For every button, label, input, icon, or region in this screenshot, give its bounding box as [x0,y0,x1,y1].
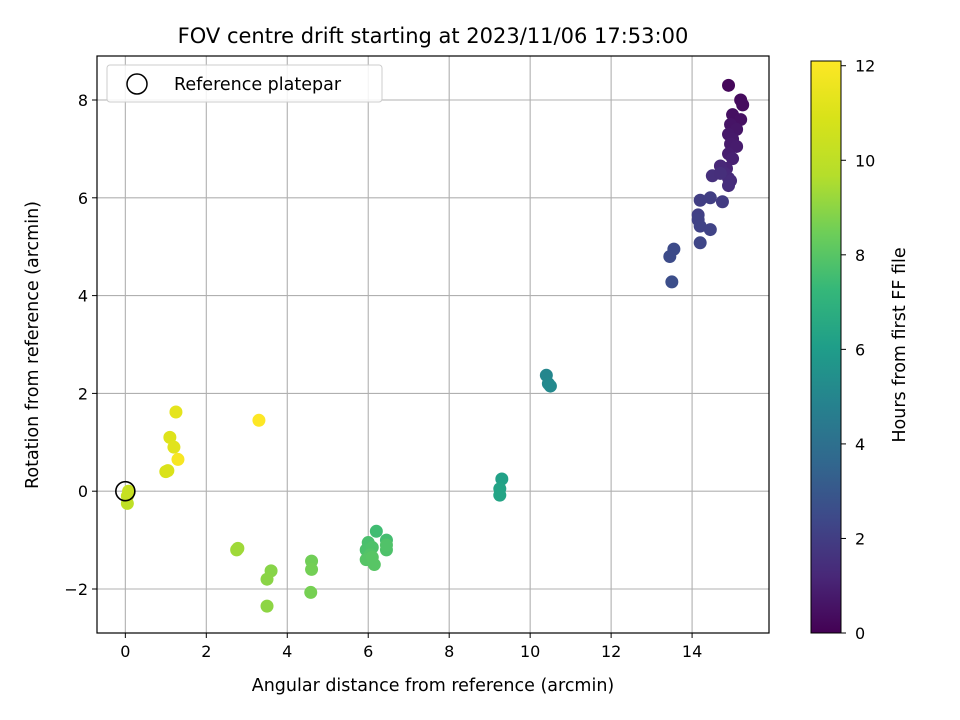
colorbar-tick-label: 10 [855,151,875,170]
data-point [736,98,750,112]
data-point [713,166,727,180]
data-point [722,179,736,193]
data-point [665,275,679,289]
data-point [722,78,736,92]
x-tick-label: 6 [363,642,373,661]
data-point [379,538,393,552]
y-tick-label: 2 [78,384,88,403]
colorbar-frame [810,60,842,634]
data-point [693,193,707,207]
data-point [171,452,185,466]
data-point [543,379,557,393]
x-tick-label: 2 [201,642,211,661]
data-point [260,572,274,586]
data-point [163,430,177,444]
data-point [495,472,509,486]
data-point [365,550,379,564]
y-tick-label: −2 [64,580,88,599]
data-point [161,464,175,478]
data-points [120,78,750,613]
data-point [493,488,507,502]
y-tick-label: 0 [78,482,88,501]
reference-platepar-marker [115,480,136,502]
data-point [369,524,383,538]
data-point [231,541,245,555]
colorbar-tick-label: 8 [855,246,865,265]
x-axis-label: Angular distance from reference (arcmin) [252,676,615,696]
legend: Reference platepar [106,64,383,103]
colorbar-tick-label: 0 [855,624,865,643]
x-tick-label: 14 [682,642,702,661]
colorbar-tick-label: 4 [855,435,865,454]
data-point [703,223,717,237]
data-point [693,219,707,233]
data-point [260,599,274,613]
colorbar-gradient [811,61,841,633]
plot-frame [96,55,770,634]
colorbar-label: Hours from first FF file [890,247,910,442]
colorbar-tick-label: 2 [855,529,865,548]
data-point [167,440,181,454]
data-point [663,249,677,263]
grid-lines [97,56,769,633]
colorbar-ticks: 0 2 4 6 8 10 12 [841,57,875,643]
x-tick-label: 12 [601,642,621,661]
data-point [703,191,717,205]
legend-marker-icon [126,73,148,95]
colorbar: 0 2 4 6 8 10 12 Hours from first FF file [810,57,910,643]
reference-marker-layer [115,480,136,502]
data-point [726,152,740,166]
y-tick-label: 6 [78,189,88,208]
legend-entry: Reference platepar [174,75,342,95]
colorbar-tick-label: 12 [855,57,875,76]
x-tick-label: 0 [120,642,130,661]
data-point [305,562,319,576]
y-tick-label: 4 [78,287,88,306]
data-point [122,484,136,498]
data-point [693,236,707,250]
x-tick-label: 4 [282,642,292,661]
data-point [169,405,183,419]
data-point [715,195,729,209]
y-axis-ticks: −2 0 2 4 6 8 [64,91,97,599]
y-axis-label: Rotation from reference (arcmin) [23,201,43,489]
data-point [304,585,318,599]
data-point [252,413,266,427]
colorbar-tick-label: 6 [855,340,865,359]
x-axis-ticks: 0 2 4 6 8 10 12 14 [120,633,702,661]
chart-title: FOV centre drift starting at 2023/11/06 … [178,24,689,48]
data-point [734,113,748,127]
x-tick-label: 10 [520,642,540,661]
y-tick-label: 8 [78,91,88,110]
x-tick-label: 8 [444,642,454,661]
legend-box [106,64,383,103]
